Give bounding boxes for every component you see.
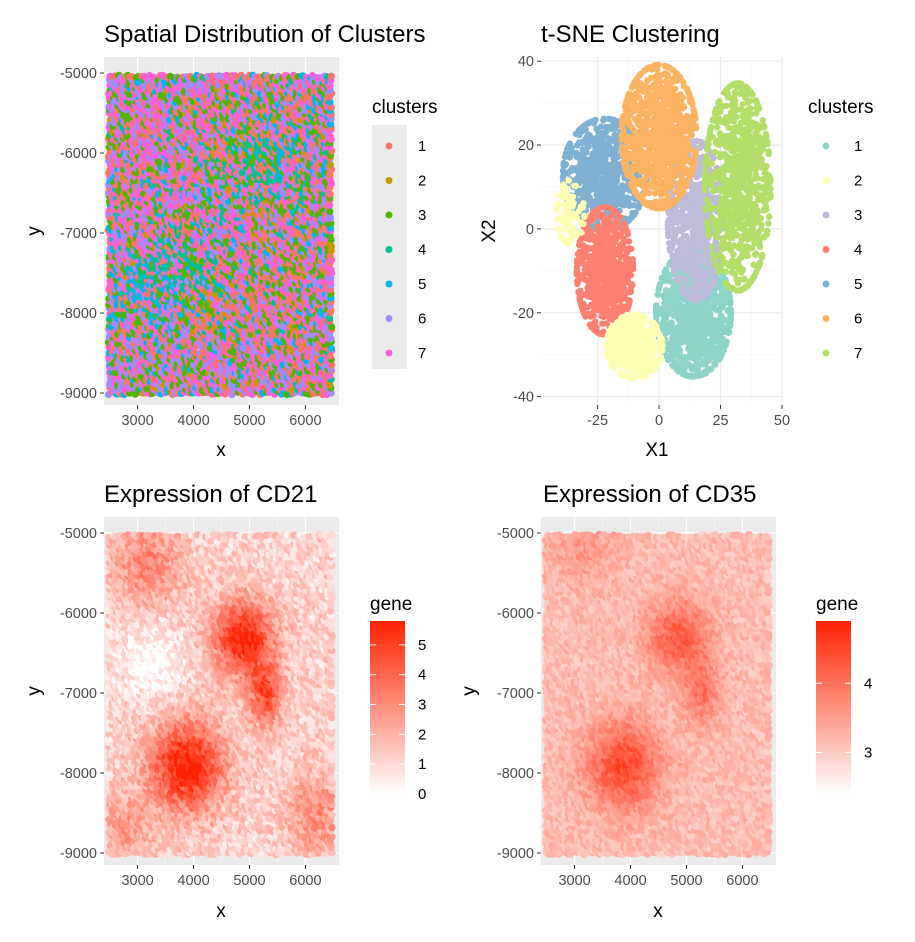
panel-spatial: Spatial Distribution of Clusters 3000 400… <box>24 21 437 461</box>
scatter-points <box>104 71 336 399</box>
chart-title: Spatial Distribution of Clusters <box>104 21 425 48</box>
